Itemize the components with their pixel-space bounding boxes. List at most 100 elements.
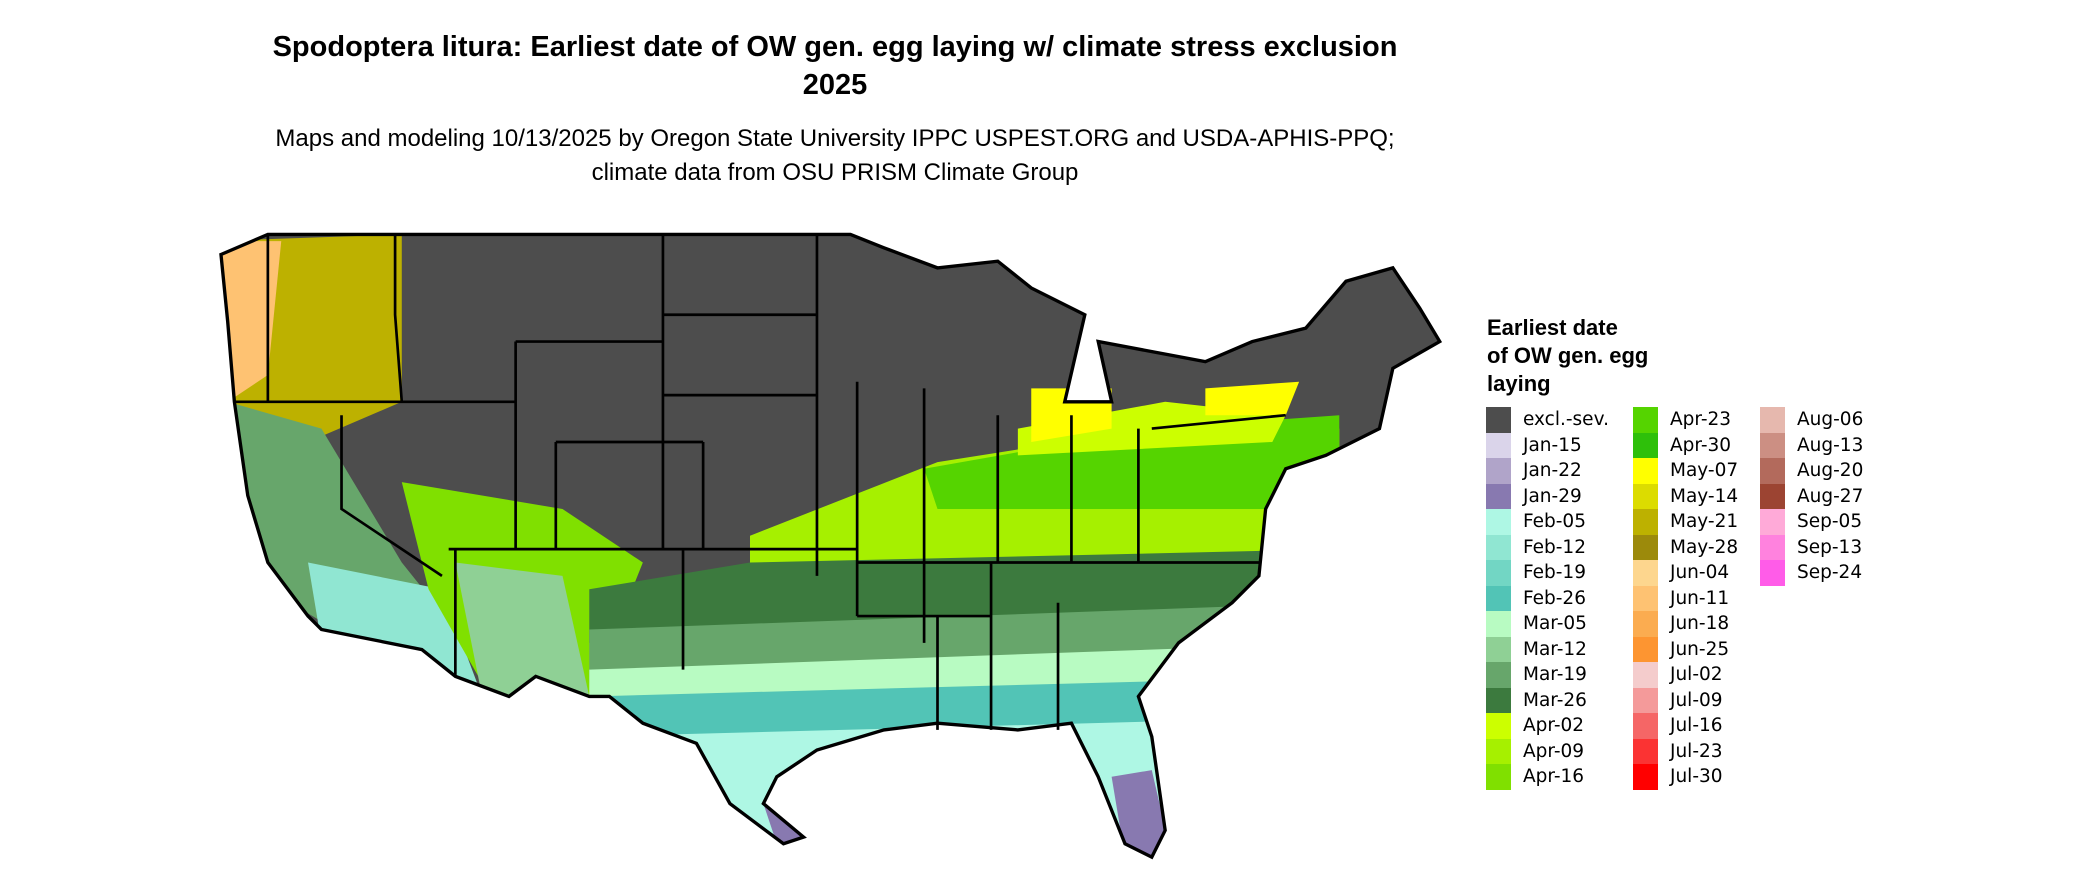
legend-label: Jul-16 [1670,715,1723,737]
state-boundaries [234,234,1286,730]
map-subtitle: Maps and modeling 10/13/2025 by Oregon S… [275,125,1395,186]
legend-item: Mar-05 [1486,611,1609,637]
legend-item: Jun-25 [1633,636,1738,662]
legend-label: Jul-02 [1670,664,1723,686]
legend-label: Jan-15 [1523,434,1582,456]
legend-label: Apr-16 [1523,766,1585,788]
legend-label: Jul-09 [1670,689,1723,711]
legend-swatch [1633,560,1658,586]
legend-swatch [1633,611,1658,637]
legend-item: Mar-12 [1486,636,1609,662]
legend-swatch [1486,662,1511,688]
legend-swatch [1486,509,1511,535]
legend-item: Jun-11 [1633,585,1738,611]
legend-item: Jul-16 [1633,713,1738,739]
legend-label: Jun-04 [1670,562,1730,584]
legend-label: Apr-23 [1670,409,1732,431]
legend-swatch [1633,585,1658,611]
legend-label: Jan-29 [1523,485,1582,507]
legend-label: excl.-sev. [1523,409,1609,431]
legend-item: May-21 [1633,509,1738,535]
legend-label: Mar-12 [1523,638,1587,660]
legend-swatch [1633,534,1658,560]
legend-item: Jul-02 [1633,662,1738,688]
legend-item: Jun-18 [1633,611,1738,637]
legend-item: May-28 [1633,534,1738,560]
legend-item: Jul-23 [1633,738,1738,764]
legend-item: Jul-30 [1633,764,1738,790]
legend-swatch [1486,611,1511,637]
legend-swatch [1760,560,1785,586]
legend-label: Feb-19 [1523,562,1586,584]
legend-item: Jan-29 [1486,483,1609,509]
legend-item: excl.-sev. [1486,407,1609,433]
legend-label: Jun-18 [1670,613,1730,635]
legend-column: Aug-06 Aug-13 Aug-20 Aug-27 Sep-05 Sep-13 Sep-… [1760,407,1863,586]
legend-swatch [1486,407,1511,433]
legend-swatch [1633,687,1658,713]
legend-swatch [1486,687,1511,713]
legend-swatch [1633,636,1658,662]
legend-title-text: Earliest date of OW gen. egg laying [1487,315,1649,396]
legend-swatch [1760,407,1785,433]
legend-swatch [1486,560,1511,586]
legend-label: Aug-27 [1797,485,1864,507]
legend-label: Apr-09 [1523,740,1585,762]
legend-swatch [1633,738,1658,764]
legend-item: Feb-19 [1486,560,1609,586]
legend-swatch [1633,432,1658,458]
legend-swatch [1760,483,1785,509]
legend-item: Jun-04 [1633,560,1738,586]
legend-item: Apr-30 [1633,432,1738,458]
legend-item: May-07 [1633,458,1738,484]
legend-label: May-14 [1670,485,1739,507]
legend-label: Jan-22 [1523,460,1582,482]
legend-label: Sep-05 [1797,511,1863,533]
legend-item: Jul-09 [1633,687,1738,713]
legend-swatch [1633,713,1658,739]
legend-swatch [1486,713,1511,739]
legend-swatch [1486,636,1511,662]
legend-label: Jul-23 [1670,740,1723,762]
legend-label: Jun-25 [1670,638,1730,660]
legend-column: excl.-sev. Jan-15 Jan-22 Jan-29 Feb-05 Feb-12… [1486,407,1609,790]
legend-item: Jan-15 [1486,432,1609,458]
legend-item: Feb-05 [1486,509,1609,535]
legend-label: Sep-13 [1797,536,1863,558]
legend-swatch [1633,407,1658,433]
legend-swatch [1486,458,1511,484]
legend-swatch [1760,509,1785,535]
legend-swatch [1486,738,1511,764]
legend-item: Aug-06 [1760,407,1863,433]
legend-label: Feb-26 [1523,587,1586,609]
legend-item: Apr-09 [1486,738,1609,764]
map-title: Spodoptera litura: Earliest date of OW g… [272,31,1398,101]
legend-item: Feb-12 [1486,534,1609,560]
legend-item: Feb-26 [1486,585,1609,611]
legend-item: Apr-23 [1633,407,1738,433]
legend-label: Mar-05 [1523,613,1587,635]
legend-swatch [1760,432,1785,458]
legend-item: Sep-13 [1760,534,1863,560]
legend-item: Mar-26 [1486,687,1609,713]
legend-swatch [1760,458,1785,484]
legend-swatch [1486,585,1511,611]
legend-swatch [1486,483,1511,509]
legend-swatch [1486,764,1511,790]
legend-swatch [1633,509,1658,535]
legend-label: Aug-13 [1797,434,1864,456]
region-feb-05 [589,716,1340,858]
legend-label: Aug-20 [1797,460,1864,482]
legend-swatch [1486,534,1511,560]
legend-swatch [1633,483,1658,509]
legend-swatch [1760,534,1785,560]
legend-swatch [1633,458,1658,484]
legend-title: Earliest date of OW gen. egg laying [1487,314,1648,398]
legend-item: Apr-02 [1486,713,1609,739]
legend-label: Sep-24 [1797,562,1863,584]
legend-item: Sep-05 [1760,509,1863,535]
legend-item: Sep-24 [1760,560,1863,586]
legend-item: Mar-19 [1486,662,1609,688]
legend-label: Mar-19 [1523,664,1587,686]
